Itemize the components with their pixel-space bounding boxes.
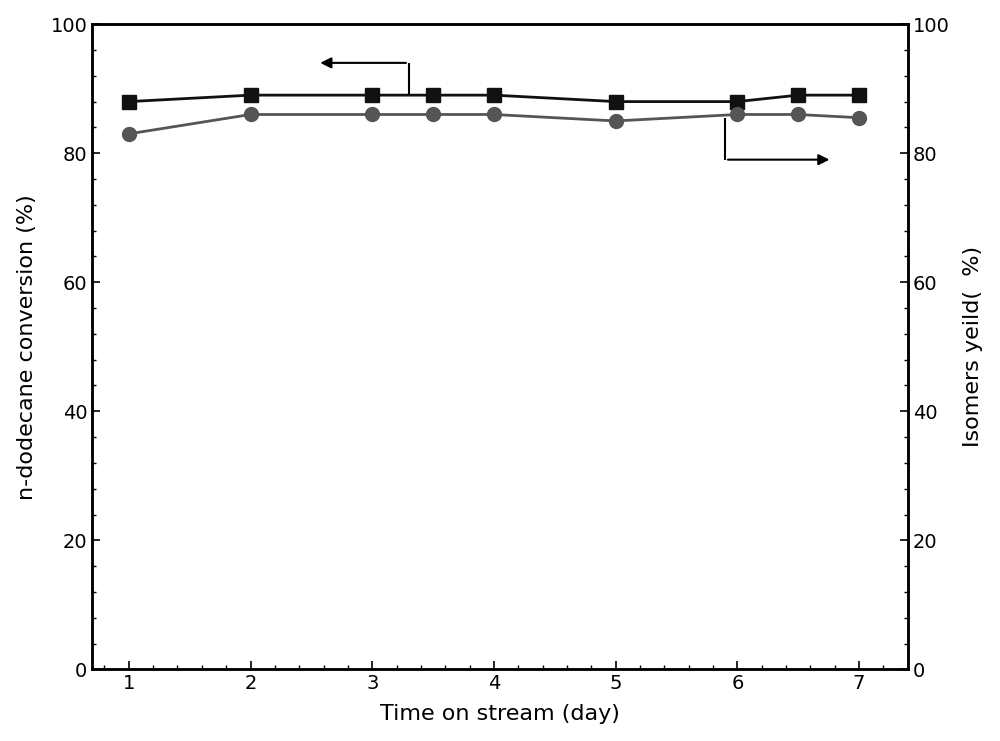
X-axis label: Time on stream (day): Time on stream (day) [380,705,620,725]
Y-axis label: n-dodecane conversion (%): n-dodecane conversion (%) [17,194,37,499]
Y-axis label: Isomers yeild(  %): Isomers yeild( %) [963,246,983,448]
